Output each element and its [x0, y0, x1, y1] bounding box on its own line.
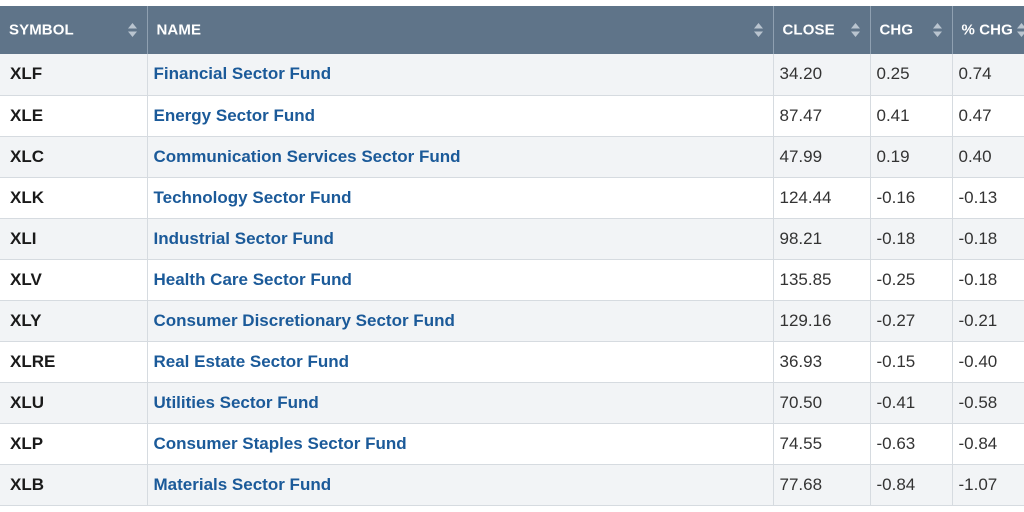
symbol-cell: XLF — [0, 54, 148, 96]
fund-link[interactable]: Energy Sector Fund — [153, 105, 316, 125]
pct-chg-cell: -0.13 — [952, 177, 1024, 219]
fund-link[interactable]: Real Estate Sector Fund — [153, 351, 350, 371]
symbol-cell: XLK — [0, 177, 148, 219]
table-row: XLB Materials Sector Fund 77.68 -0.84 -1… — [0, 464, 1024, 506]
symbol-cell: XLC — [0, 136, 148, 178]
close-cell: 135.85 — [773, 259, 871, 301]
sector-funds-table: SYMBOL NAME CLOSE CHG % CHG — [0, 6, 1024, 506]
pct-chg-cell: -1.07 — [952, 464, 1024, 506]
sort-icon[interactable] — [127, 23, 137, 37]
header-chg[interactable]: CHG — [870, 6, 953, 54]
pct-chg-cell: -0.18 — [952, 218, 1024, 260]
close-cell: 34.20 — [773, 54, 871, 96]
name-cell: Consumer Staples Sector Fund — [147, 423, 774, 465]
symbol-cell: XLB — [0, 464, 148, 506]
symbol-cell: XLRE — [0, 341, 148, 383]
close-cell: 36.93 — [773, 341, 871, 383]
header-close[interactable]: CLOSE — [773, 6, 871, 54]
pct-chg-cell: 0.40 — [952, 136, 1024, 178]
table-row: XLY Consumer Discretionary Sector Fund 1… — [0, 300, 1024, 342]
close-cell: 70.50 — [773, 382, 871, 424]
header-pct-chg-label: % CHG — [961, 21, 1013, 39]
chg-cell: 0.19 — [870, 136, 953, 178]
close-cell: 129.16 — [773, 300, 871, 342]
name-cell: Utilities Sector Fund — [147, 382, 774, 424]
header-chg-label: CHG — [879, 21, 914, 39]
name-cell: Technology Sector Fund — [147, 177, 774, 219]
pct-chg-cell: 0.47 — [952, 95, 1024, 137]
pct-chg-cell: -0.18 — [952, 259, 1024, 301]
chg-cell: -0.15 — [870, 341, 953, 383]
table-row: XLV Health Care Sector Fund 135.85 -0.25… — [0, 259, 1024, 301]
symbol-cell: XLI — [0, 218, 148, 260]
close-cell: 87.47 — [773, 95, 871, 137]
sort-icon[interactable] — [1016, 23, 1024, 37]
fund-link[interactable]: Materials Sector Fund — [153, 474, 332, 494]
table-row: XLP Consumer Staples Sector Fund 74.55 -… — [0, 423, 1024, 465]
fund-link[interactable]: Communication Services Sector Fund — [153, 146, 461, 166]
fund-link[interactable]: Health Care Sector Fund — [153, 269, 352, 289]
symbol-cell: XLP — [0, 423, 148, 465]
symbol-cell: XLV — [0, 259, 148, 301]
sort-icon[interactable] — [753, 23, 763, 37]
table-row: XLU Utilities Sector Fund 70.50 -0.41 -0… — [0, 382, 1024, 424]
symbol-cell: XLU — [0, 382, 148, 424]
sort-icon[interactable] — [932, 23, 942, 37]
header-symbol[interactable]: SYMBOL — [0, 6, 148, 54]
symbol-cell: XLY — [0, 300, 148, 342]
close-cell: 124.44 — [773, 177, 871, 219]
fund-link[interactable]: Utilities Sector Fund — [153, 392, 319, 412]
pct-chg-cell: -0.21 — [952, 300, 1024, 342]
chg-cell: -0.63 — [870, 423, 953, 465]
close-cell: 98.21 — [773, 218, 871, 260]
chg-cell: -0.16 — [870, 177, 953, 219]
chg-cell: 0.41 — [870, 95, 953, 137]
table-row: XLK Technology Sector Fund 124.44 -0.16 … — [0, 177, 1024, 219]
sector-table-container: SYMBOL NAME CLOSE CHG % CHG — [0, 6, 1024, 506]
header-row: SYMBOL NAME CLOSE CHG % CHG — [0, 6, 1024, 54]
name-cell: Real Estate Sector Fund — [147, 341, 774, 383]
symbol-cell: XLE — [0, 95, 148, 137]
sort-icon[interactable] — [850, 23, 860, 37]
pct-chg-cell: -0.58 — [952, 382, 1024, 424]
name-cell: Energy Sector Fund — [147, 95, 774, 137]
header-symbol-label: SYMBOL — [9, 21, 74, 39]
close-cell: 47.99 — [773, 136, 871, 178]
pct-chg-cell: 0.74 — [952, 54, 1024, 96]
fund-link[interactable]: Consumer Discretionary Sector Fund — [153, 310, 455, 330]
header-name-label: NAME — [156, 21, 202, 39]
table-body: XLF Financial Sector Fund 34.20 0.25 0.7… — [0, 54, 1024, 506]
chg-cell: -0.41 — [870, 382, 953, 424]
pct-chg-cell: -0.84 — [952, 423, 1024, 465]
table-row: XLF Financial Sector Fund 34.20 0.25 0.7… — [0, 54, 1024, 96]
name-cell: Consumer Discretionary Sector Fund — [147, 300, 774, 342]
chg-cell: -0.25 — [870, 259, 953, 301]
fund-link[interactable]: Technology Sector Fund — [153, 187, 352, 207]
table-row: XLE Energy Sector Fund 87.47 0.41 0.47 — [0, 95, 1024, 137]
table-header: SYMBOL NAME CLOSE CHG % CHG — [0, 6, 1024, 54]
chg-cell: -0.84 — [870, 464, 953, 506]
fund-link[interactable]: Consumer Staples Sector Fund — [153, 433, 407, 453]
header-close-label: CLOSE — [782, 21, 835, 39]
name-cell: Financial Sector Fund — [147, 54, 774, 96]
close-cell: 74.55 — [773, 423, 871, 465]
chg-cell: 0.25 — [870, 54, 953, 96]
name-cell: Industrial Sector Fund — [147, 218, 774, 260]
name-cell: Materials Sector Fund — [147, 464, 774, 506]
header-pct-chg[interactable]: % CHG — [952, 6, 1024, 54]
pct-chg-cell: -0.40 — [952, 341, 1024, 383]
name-cell: Communication Services Sector Fund — [147, 136, 774, 178]
header-name[interactable]: NAME — [147, 6, 774, 54]
fund-link[interactable]: Financial Sector Fund — [153, 64, 332, 84]
table-row: XLC Communication Services Sector Fund 4… — [0, 136, 1024, 178]
name-cell: Health Care Sector Fund — [147, 259, 774, 301]
table-row: XLI Industrial Sector Fund 98.21 -0.18 -… — [0, 218, 1024, 260]
chg-cell: -0.18 — [870, 218, 953, 260]
table-row: XLRE Real Estate Sector Fund 36.93 -0.15… — [0, 341, 1024, 383]
chg-cell: -0.27 — [870, 300, 953, 342]
fund-link[interactable]: Industrial Sector Fund — [153, 228, 334, 248]
close-cell: 77.68 — [773, 464, 871, 506]
